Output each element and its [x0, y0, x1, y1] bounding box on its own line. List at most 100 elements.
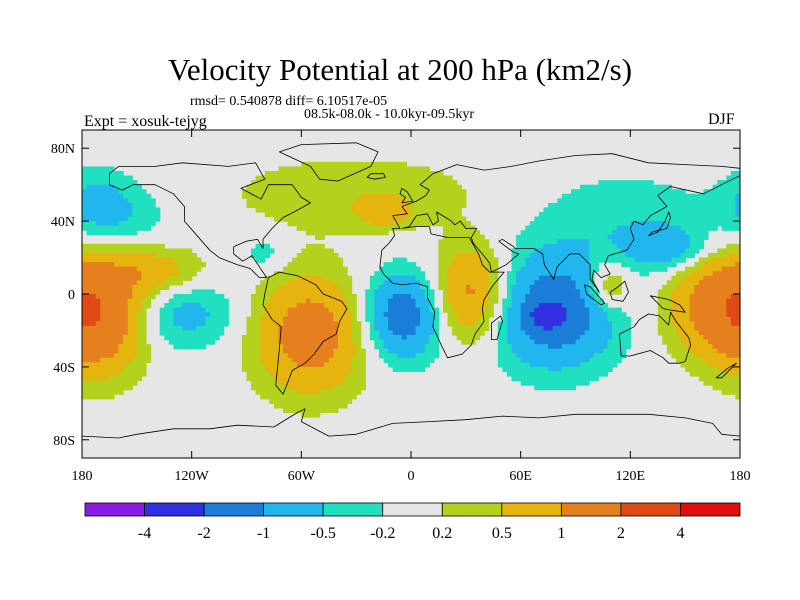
contour-cell	[442, 298, 449, 304]
contour-cell	[456, 312, 485, 318]
contour-cell	[538, 275, 572, 281]
contour-cell	[465, 284, 472, 291]
contour-cell	[337, 321, 353, 327]
contour-cell	[689, 298, 727, 304]
contour-cell	[342, 380, 366, 386]
contour-cell	[383, 344, 426, 350]
contour-cell	[612, 239, 691, 245]
contour-cell	[246, 198, 357, 204]
contour-cell	[698, 330, 740, 336]
contour-cell	[607, 339, 631, 345]
contour-cell	[703, 275, 740, 281]
contour-cell	[506, 321, 522, 327]
contour-cell	[351, 366, 366, 373]
contour-cell	[694, 289, 740, 295]
contour-cell	[82, 243, 165, 250]
stats-line: rmsd= 0.540878 diff= 6.10517e-05	[190, 94, 388, 109]
contour-cell	[447, 266, 490, 272]
contour-cell	[328, 357, 353, 363]
contour-cell	[676, 357, 705, 363]
contour-cell	[433, 325, 440, 332]
contour-cell	[420, 312, 435, 318]
contour-cell	[100, 298, 129, 304]
contour-cell	[159, 316, 174, 322]
contour-cell	[502, 316, 508, 322]
contour-cell	[671, 298, 691, 304]
contour-cell	[520, 266, 590, 272]
contour-cell	[516, 271, 590, 277]
contour-cell	[260, 280, 289, 286]
contour-cell	[388, 321, 421, 327]
contour-cell	[383, 339, 430, 345]
contour-cell	[602, 280, 622, 286]
contour-cell	[379, 353, 398, 359]
contour-cell	[82, 362, 129, 368]
contour-cell	[95, 321, 129, 327]
contour-cell	[479, 253, 494, 259]
contour-cell	[506, 330, 526, 336]
contour-cell	[525, 294, 581, 300]
contour-cell	[497, 339, 508, 345]
colorbar-swatch	[322, 502, 384, 517]
contour-cell	[241, 189, 467, 195]
contour-cell	[488, 284, 499, 291]
contour-cell	[415, 353, 440, 359]
contour-cell	[82, 275, 143, 281]
contour-cell	[442, 307, 453, 313]
contour-cell	[127, 307, 143, 313]
contour-cell	[374, 344, 385, 350]
contour-cell	[82, 189, 120, 195]
colorbar-label: -0.2	[370, 525, 395, 542]
contour-cell	[735, 394, 740, 400]
contour-cell	[621, 248, 686, 254]
contour-cell	[301, 248, 334, 254]
contour-cell	[497, 330, 508, 336]
contour-cell	[95, 294, 133, 300]
contour-cell	[662, 335, 682, 341]
contour-cell	[694, 284, 740, 291]
contour-cell	[82, 166, 115, 172]
contour-cell	[82, 394, 115, 400]
contour-cell	[506, 339, 535, 345]
contour-cell	[118, 189, 147, 195]
contour-cell	[529, 221, 631, 227]
contour-cell	[136, 353, 152, 359]
coastline-iceland	[366, 173, 386, 180]
contour-cell	[141, 303, 152, 309]
contour-cell	[127, 316, 138, 322]
contour-cell	[82, 348, 120, 354]
contour-cell	[502, 312, 508, 318]
contour-cell	[689, 312, 727, 318]
contour-cell	[511, 376, 599, 382]
contour-cell	[534, 321, 563, 327]
contour-cell	[520, 380, 590, 386]
contour-cell	[379, 330, 394, 336]
contour-cell	[82, 271, 143, 277]
coastline-borneo	[609, 280, 629, 302]
contour-cell	[127, 325, 138, 332]
contour-cell	[570, 275, 590, 281]
contour-cell	[82, 202, 133, 209]
contour-cell	[365, 307, 376, 313]
contour-cell	[205, 307, 229, 313]
contour-cell	[283, 344, 339, 350]
contour-cell	[241, 362, 266, 368]
contour-cell	[589, 266, 599, 272]
contour-cell	[82, 266, 138, 272]
contour-cell	[685, 266, 700, 272]
season-label: DJF	[708, 111, 735, 128]
contour-cell	[703, 357, 740, 363]
contour-cell	[127, 216, 161, 222]
contour-cell	[703, 335, 740, 341]
coastline-greenland	[279, 142, 379, 182]
contour-cell	[324, 275, 353, 281]
contour-cell	[196, 325, 225, 332]
contour-cell	[488, 271, 499, 277]
contour-cell	[689, 294, 732, 300]
contour-cell	[269, 294, 344, 300]
contour-cell	[251, 180, 458, 186]
contour-cell	[173, 307, 206, 313]
contour-cell	[721, 389, 740, 395]
contour-cell	[351, 207, 412, 213]
contour-cell	[516, 234, 609, 240]
